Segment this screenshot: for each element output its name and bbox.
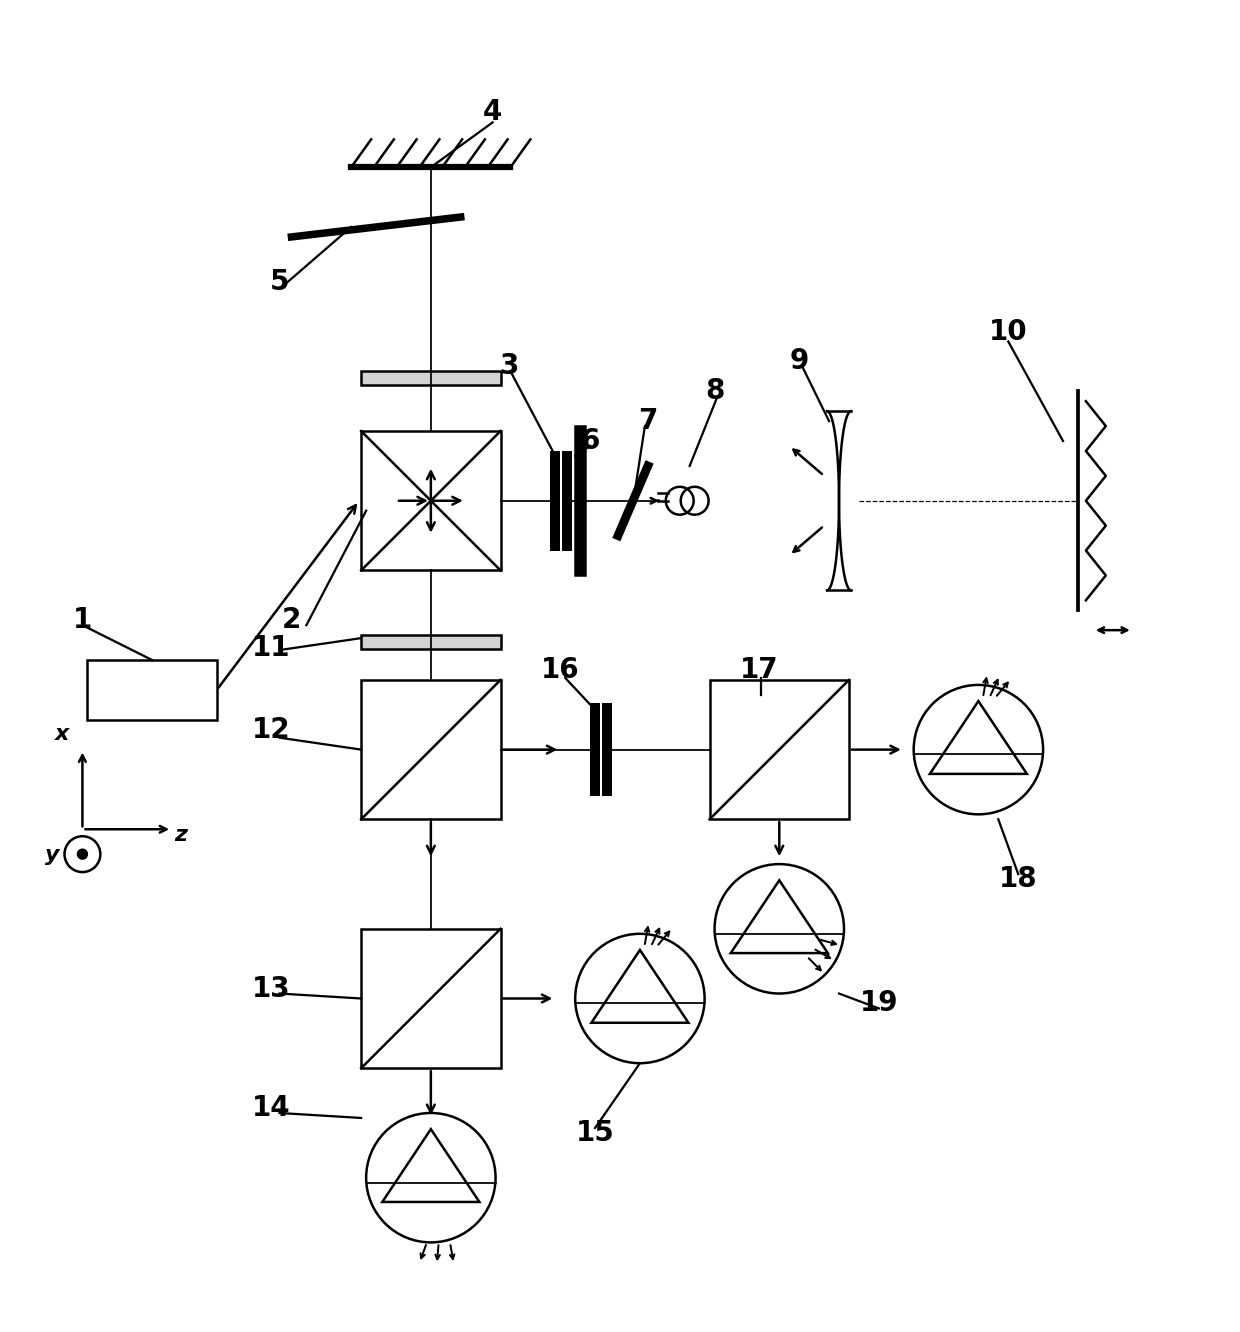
Text: 14: 14 xyxy=(252,1094,291,1122)
Text: 12: 12 xyxy=(252,715,291,743)
Text: 6: 6 xyxy=(580,428,600,456)
Text: 19: 19 xyxy=(859,990,898,1018)
Text: 1: 1 xyxy=(73,606,92,634)
Text: 4: 4 xyxy=(482,99,502,127)
Text: 8: 8 xyxy=(704,377,724,405)
Text: 9: 9 xyxy=(790,348,808,376)
Text: 10: 10 xyxy=(990,317,1028,345)
Text: 18: 18 xyxy=(999,864,1038,892)
Polygon shape xyxy=(361,372,501,385)
Text: 16: 16 xyxy=(541,655,579,685)
Circle shape xyxy=(77,850,87,859)
Text: 2: 2 xyxy=(281,606,301,634)
Text: 3: 3 xyxy=(498,353,518,381)
Text: 7: 7 xyxy=(639,408,657,436)
Text: 15: 15 xyxy=(575,1119,615,1147)
Text: 17: 17 xyxy=(740,655,779,685)
Text: x: x xyxy=(55,723,69,743)
Text: 5: 5 xyxy=(270,268,289,296)
Text: 11: 11 xyxy=(252,634,291,662)
Text: 13: 13 xyxy=(252,975,291,1003)
Text: y: y xyxy=(45,844,60,864)
Text: z: z xyxy=(174,826,187,846)
Polygon shape xyxy=(361,635,501,649)
